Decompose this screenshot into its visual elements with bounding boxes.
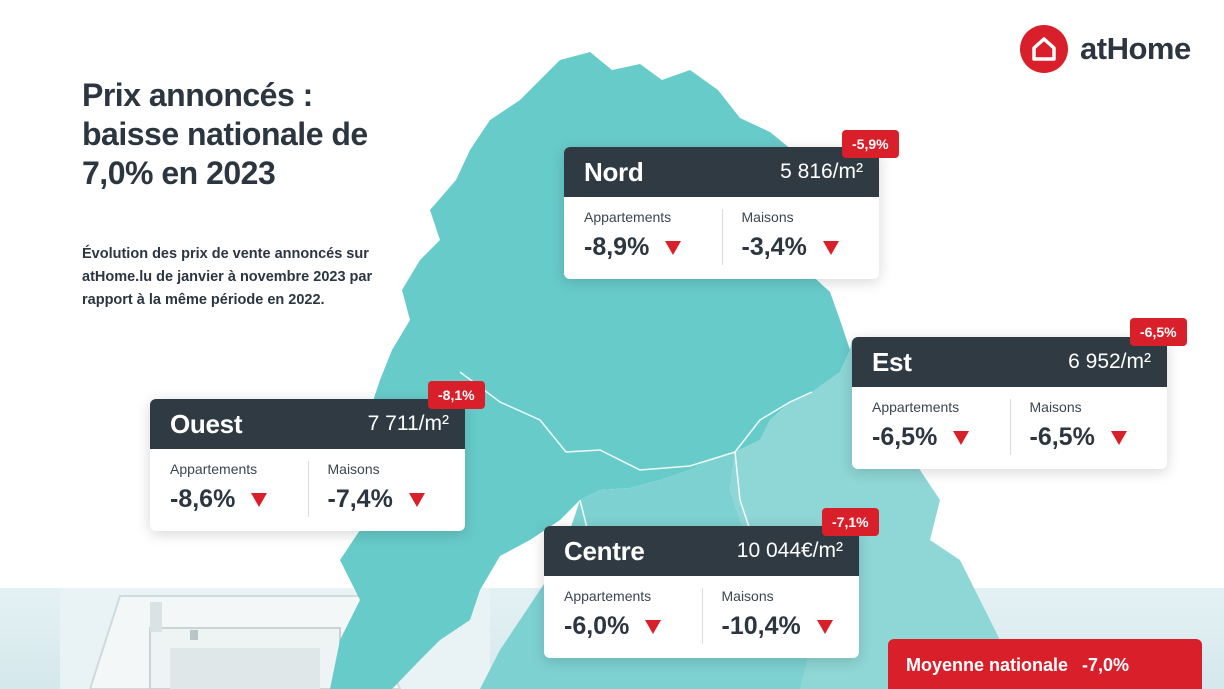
region-name: Nord xyxy=(584,156,644,187)
region-change-badge-nord: -5,9% xyxy=(842,130,899,158)
brand-name: atHome xyxy=(1080,31,1191,66)
card-header: Nord 5 816/m² xyxy=(564,147,879,197)
down-arrow-icon xyxy=(408,492,425,507)
maisons-stat: Maisons -10,4% xyxy=(701,576,860,658)
appartements-stat: Appartements -8,9% xyxy=(564,197,722,279)
appartements-stat: Appartements -6,0% xyxy=(544,576,702,658)
maisons-stat: Maisons -6,5% xyxy=(1009,387,1168,469)
region-name: Est xyxy=(872,346,912,377)
maisons-value: -3,4% xyxy=(741,233,807,261)
maisons-value: -6,5% xyxy=(1029,423,1095,451)
region-card-nord: Nord 5 816/m² Appartements -8,9% Maisons… xyxy=(564,147,879,279)
down-arrow-icon xyxy=(665,240,682,255)
page-title: Prix annoncés : baisse nationale de 7,0%… xyxy=(82,76,462,193)
appartements-stat: Appartements -6,5% xyxy=(852,387,1010,469)
card-header: Centre 10 044€/m² xyxy=(544,526,859,576)
appartements-label: Appartements xyxy=(584,209,672,225)
region-change-badge-ouest: -8,1% xyxy=(428,381,485,409)
region-border-lines xyxy=(459,371,813,621)
national-average-label: Moyenne nationale xyxy=(906,655,1069,675)
region-price: 10 044€/m² xyxy=(736,539,843,562)
appartements-value: -8,9% xyxy=(584,233,650,261)
down-arrow-icon xyxy=(816,619,833,634)
region-card-ouest: Ouest 7 711/m² Appartements -8,6% Maison… xyxy=(150,399,465,531)
down-arrow-icon xyxy=(953,430,970,445)
national-average-banner: Moyenne nationale -7,0% xyxy=(888,639,1202,689)
appartements-label: Appartements xyxy=(170,461,258,477)
maisons-stat: Maisons -7,4% xyxy=(307,449,466,531)
appartements-value: -6,5% xyxy=(872,423,938,451)
maisons-label: Maisons xyxy=(741,209,794,225)
house-icon xyxy=(1020,25,1068,73)
down-arrow-icon xyxy=(822,240,839,255)
appartements-label: Appartements xyxy=(564,588,652,604)
region-name: Ouest xyxy=(170,408,243,439)
card-header: Est 6 952/m² xyxy=(852,337,1167,387)
maisons-label: Maisons xyxy=(327,461,380,477)
maisons-label: Maisons xyxy=(1029,399,1082,415)
card-header: Ouest 7 711/m² xyxy=(150,399,465,449)
region-name: Centre xyxy=(564,535,645,566)
region-card-centre: Centre 10 044€/m² Appartements -6,0% Mai… xyxy=(544,526,859,658)
maisons-value: -10,4% xyxy=(721,612,801,640)
appartements-label: Appartements xyxy=(872,399,960,415)
national-average-value: -7,0% xyxy=(1082,655,1130,675)
page-subtitle: Évolution des prix de vente annoncés sur… xyxy=(82,246,373,308)
down-arrow-icon xyxy=(645,619,662,634)
appartements-stat: Appartements -8,6% xyxy=(150,449,308,531)
region-price: 6 952/m² xyxy=(1068,350,1151,373)
title-line-2: baisse nationale de xyxy=(82,116,368,152)
down-arrow-icon xyxy=(1110,430,1127,445)
region-change-badge-est: -6,5% xyxy=(1130,318,1187,346)
region-price: 7 711/m² xyxy=(367,412,449,435)
maisons-label: Maisons xyxy=(721,588,774,604)
title-line-1: Prix annoncés : xyxy=(82,77,313,113)
title-line-3: 7,0% en 2023 xyxy=(82,155,276,191)
maisons-stat: Maisons -3,4% xyxy=(721,197,880,279)
maisons-value: -7,4% xyxy=(327,485,393,513)
appartements-value: -8,6% xyxy=(170,485,236,513)
region-price: 5 816/m² xyxy=(780,160,863,183)
region-card-est: Est 6 952/m² Appartements -6,5% Maisons … xyxy=(852,337,1167,469)
athome-logo[interactable]: atHome xyxy=(1020,25,1191,73)
down-arrow-icon xyxy=(251,492,268,507)
appartements-value: -6,0% xyxy=(564,612,630,640)
region-change-badge-centre: -7,1% xyxy=(822,508,879,536)
